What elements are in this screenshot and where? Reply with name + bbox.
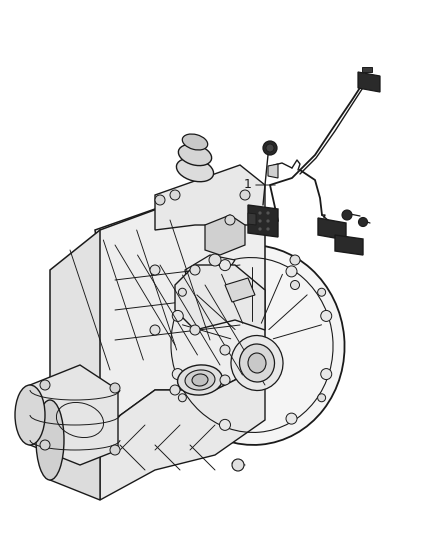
Circle shape bbox=[110, 445, 120, 455]
Polygon shape bbox=[100, 365, 265, 500]
Polygon shape bbox=[268, 164, 278, 178]
Ellipse shape bbox=[185, 370, 215, 390]
Circle shape bbox=[358, 217, 367, 227]
Circle shape bbox=[342, 210, 352, 220]
Circle shape bbox=[266, 228, 269, 230]
Ellipse shape bbox=[178, 144, 212, 166]
Circle shape bbox=[318, 394, 325, 402]
Polygon shape bbox=[185, 255, 235, 298]
Circle shape bbox=[155, 195, 165, 205]
Circle shape bbox=[178, 394, 187, 402]
Circle shape bbox=[219, 419, 230, 430]
Polygon shape bbox=[155, 165, 265, 230]
Circle shape bbox=[232, 459, 244, 471]
Circle shape bbox=[170, 385, 180, 395]
Circle shape bbox=[240, 190, 250, 200]
Ellipse shape bbox=[53, 399, 107, 441]
Circle shape bbox=[258, 212, 261, 214]
Ellipse shape bbox=[36, 400, 64, 480]
Circle shape bbox=[258, 228, 261, 230]
Circle shape bbox=[150, 325, 160, 335]
Ellipse shape bbox=[177, 365, 223, 395]
Ellipse shape bbox=[240, 344, 275, 382]
Polygon shape bbox=[205, 215, 245, 255]
Circle shape bbox=[321, 310, 332, 321]
Polygon shape bbox=[335, 235, 363, 255]
Polygon shape bbox=[225, 278, 255, 302]
Circle shape bbox=[220, 375, 230, 385]
Text: 1: 1 bbox=[244, 179, 252, 191]
Circle shape bbox=[321, 369, 332, 379]
Circle shape bbox=[318, 288, 325, 296]
Circle shape bbox=[258, 220, 261, 222]
Ellipse shape bbox=[231, 335, 283, 391]
Ellipse shape bbox=[182, 134, 208, 150]
Circle shape bbox=[40, 440, 50, 450]
Polygon shape bbox=[175, 265, 265, 330]
Circle shape bbox=[172, 310, 183, 321]
Circle shape bbox=[286, 266, 297, 277]
Ellipse shape bbox=[248, 353, 266, 373]
Circle shape bbox=[209, 254, 221, 266]
Polygon shape bbox=[100, 195, 265, 430]
Circle shape bbox=[219, 260, 230, 271]
Polygon shape bbox=[318, 218, 346, 240]
Ellipse shape bbox=[177, 158, 214, 182]
Polygon shape bbox=[248, 213, 256, 225]
Circle shape bbox=[190, 265, 200, 275]
Circle shape bbox=[178, 288, 187, 296]
Circle shape bbox=[266, 212, 269, 214]
Circle shape bbox=[286, 413, 297, 424]
Circle shape bbox=[225, 215, 235, 225]
Circle shape bbox=[190, 325, 200, 335]
Polygon shape bbox=[358, 72, 380, 92]
Circle shape bbox=[263, 141, 277, 155]
Ellipse shape bbox=[192, 374, 208, 386]
Polygon shape bbox=[95, 195, 265, 265]
Circle shape bbox=[290, 255, 300, 265]
Circle shape bbox=[266, 220, 269, 222]
Polygon shape bbox=[50, 230, 155, 430]
Circle shape bbox=[290, 280, 300, 289]
Polygon shape bbox=[362, 67, 372, 72]
Ellipse shape bbox=[15, 385, 45, 445]
Polygon shape bbox=[248, 205, 278, 237]
Circle shape bbox=[150, 265, 160, 275]
Circle shape bbox=[40, 380, 50, 390]
Circle shape bbox=[170, 190, 180, 200]
Circle shape bbox=[172, 369, 183, 379]
Circle shape bbox=[220, 345, 230, 355]
Polygon shape bbox=[30, 365, 118, 465]
Circle shape bbox=[266, 144, 274, 152]
Ellipse shape bbox=[159, 245, 345, 445]
Polygon shape bbox=[50, 400, 100, 500]
Circle shape bbox=[110, 383, 120, 393]
